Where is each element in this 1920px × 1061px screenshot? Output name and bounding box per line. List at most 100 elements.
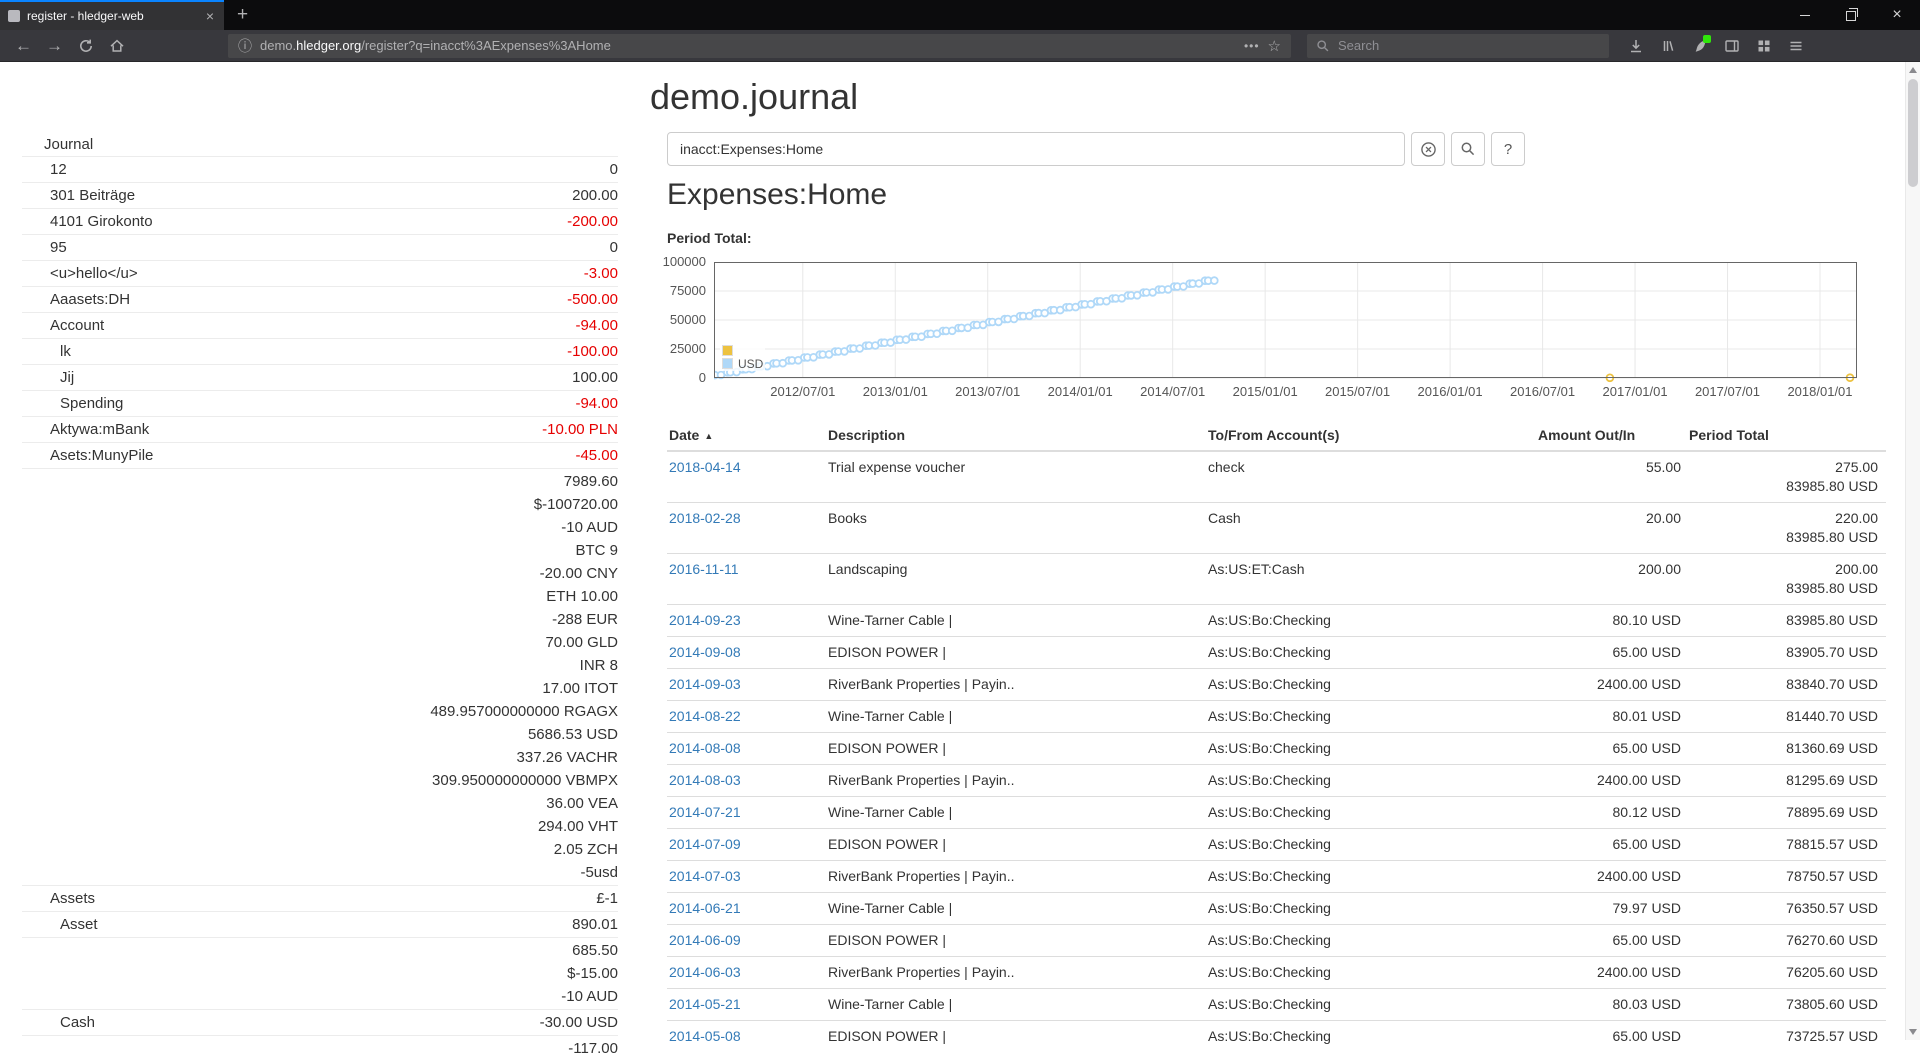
scrollbar-thumb[interactable] <box>1908 79 1918 187</box>
register-amount: 2400.00 USD <box>1538 764 1689 797</box>
register-period-total: 81440.70 USD <box>1689 700 1886 733</box>
page-info-icon[interactable]: ⓘ <box>238 37 252 54</box>
clear-query-button[interactable] <box>1411 132 1445 166</box>
downloads-button[interactable] <box>1621 33 1650 59</box>
register-date-link[interactable]: 2014-07-21 <box>669 804 741 820</box>
tab-close-icon[interactable]: × <box>205 8 214 24</box>
page-scrollbar[interactable] <box>1905 62 1920 1040</box>
back-button[interactable]: ← <box>15 35 32 55</box>
register-row: 2014-07-03 RiverBank Properties | Payin..… <box>667 860 1886 893</box>
column-header-description[interactable]: Description <box>828 420 1208 452</box>
sidebar-account-link[interactable]: Jij <box>60 369 75 386</box>
register-row: 2014-08-22 Wine-Tarner Cable | As:US:Bo:Ch… <box>667 700 1886 733</box>
home-button[interactable] <box>101 33 132 59</box>
legend-entry <box>722 344 763 357</box>
sidebar-account-link[interactable]: Assets <box>50 890 96 907</box>
register-amount: 2400.00 USD <box>1538 668 1689 701</box>
sidebar-account-link[interactable]: 12 <box>50 161 67 178</box>
window-minimize-button[interactable] <box>1782 0 1828 30</box>
column-header-date[interactable]: Date ▲ <box>667 420 828 452</box>
register-date-link[interactable]: 2014-08-08 <box>669 740 741 756</box>
sidebar-account-row: Spending -94.00 <box>22 390 618 416</box>
register-description: EDISON POWER | <box>828 1020 1208 1052</box>
sidebar-account-link[interactable]: Cash <box>60 1014 96 1031</box>
window-restore-button[interactable] <box>1828 0 1874 30</box>
search-button[interactable] <box>1451 132 1485 166</box>
account-balance: -500.00 <box>567 291 618 308</box>
register-date-link[interactable]: 2014-07-03 <box>669 868 741 884</box>
register-account: As:US:Bo:Checking <box>1208 956 1538 989</box>
register-date-link[interactable]: 2014-09-03 <box>669 676 741 692</box>
library-button[interactable] <box>1653 33 1682 59</box>
search-input[interactable] <box>667 132 1405 166</box>
column-header-period-total[interactable]: Period Total <box>1689 420 1886 452</box>
url-bar[interactable]: ⓘ demo.hledger.org/register?q=inacct%3AE… <box>228 33 1291 58</box>
register-date-link[interactable]: 2014-09-08 <box>669 644 741 660</box>
forward-button[interactable]: → <box>46 35 63 55</box>
sidebar-account-link[interactable]: Spending <box>60 395 124 412</box>
register-row: 2018-04-14 Trial expense voucher check 55.0… <box>667 450 1886 503</box>
new-tab-button[interactable]: + <box>237 4 249 25</box>
help-button[interactable]: ? <box>1491 132 1525 166</box>
sidebar-account-row: 7989.60 $-100720.00 -10 AUD BTC 9 -20.00 CNY… <box>22 468 618 885</box>
register-date-link[interactable]: 2014-08-03 <box>669 772 741 788</box>
sidebar-account-row: <u>hello</u> -3.00 <box>22 260 618 286</box>
account-balance: -30.00 USD <box>539 1014 618 1031</box>
svg-text:2017/01/01: 2017/01/01 <box>1603 384 1668 399</box>
browser-search-bar[interactable]: Search <box>1307 33 1609 58</box>
account-balance: 685.50 $-15.00 -10 AUD <box>561 942 618 1005</box>
sidebar-account-link[interactable]: 4101 Girokonto <box>50 213 153 230</box>
browser-tab[interactable]: register - hledger-web × <box>0 0 224 30</box>
sidebar-account-link[interactable]: Aaasets:DH <box>50 291 131 308</box>
register-date-link[interactable]: 2016-11-11 <box>669 561 739 577</box>
register-date-link[interactable]: 2018-04-14 <box>669 459 741 475</box>
menu-button[interactable] <box>1781 33 1810 59</box>
sidebar-account-link[interactable]: Asets:MunyPile <box>50 447 154 464</box>
sidebar-account-link[interactable]: Asset <box>60 916 98 933</box>
sidebar-icon <box>1724 39 1739 52</box>
sidebar-account-link[interactable]: 95 <box>50 239 67 256</box>
column-header-to-from-account-s-[interactable]: To/From Account(s) <box>1208 420 1538 452</box>
register-date-link[interactable]: 2014-09-23 <box>669 612 741 628</box>
scrollbar-down-icon[interactable] <box>1909 1029 1917 1035</box>
register-date-link[interactable]: 2014-05-21 <box>669 996 741 1012</box>
register-date-link[interactable]: 2014-06-03 <box>669 964 741 980</box>
window-close-button[interactable]: × <box>1892 6 1902 23</box>
register-date-link[interactable]: 2014-07-09 <box>669 836 741 852</box>
register-period-total: 78750.57 USD <box>1689 860 1886 893</box>
sidebar-account-link[interactable]: lk <box>60 343 71 360</box>
register-date-link[interactable]: 2014-05-08 <box>669 1028 741 1044</box>
sidebar-account-row: Account -94.00 <box>22 312 618 338</box>
sidebar-journal-link[interactable]: Journal <box>44 136 94 153</box>
register-description: Wine-Tarner Cable | <box>828 988 1208 1021</box>
register-date-link[interactable]: 2014-06-09 <box>669 932 741 948</box>
sidebar-account-link[interactable]: Account <box>50 317 105 334</box>
register-description: Wine-Tarner Cable | <box>828 796 1208 829</box>
sidebar-account-link[interactable]: <u>hello</u> <box>50 265 138 282</box>
legend-entry: USD <box>722 357 763 371</box>
reload-button[interactable] <box>70 33 101 59</box>
url-text: demo.hledger.org/register?q=inacct%3AExp… <box>260 38 611 53</box>
column-header-amount-out-in[interactable]: Amount Out/In <box>1538 420 1689 452</box>
register-date-link[interactable]: 2014-08-22 <box>669 708 741 724</box>
download-icon <box>1630 39 1641 52</box>
extension-button[interactable] <box>1685 33 1714 59</box>
account-heading: Expenses:Home <box>667 178 888 211</box>
scrollbar-up-icon[interactable] <box>1909 67 1917 73</box>
register-period-total: 83905.70 USD <box>1689 636 1886 669</box>
page-actions-icon[interactable]: ••• <box>1243 38 1260 53</box>
sidebar-account-link[interactable]: 301 Beiträge <box>50 187 136 204</box>
register-row: 2014-06-03 RiverBank Properties | Payin..… <box>667 956 1886 989</box>
sidebar-account-row: Aaasets:DH -500.00 <box>22 286 618 312</box>
sidebar-toggle-button[interactable] <box>1717 33 1746 59</box>
sidebar-account-link[interactable]: Aktywa:mBank <box>50 421 150 438</box>
register-account: As:US:Bo:Checking <box>1208 988 1538 1021</box>
register-date-link[interactable]: 2018-02-28 <box>669 510 741 526</box>
register-row: 2016-11-11 Landscaping As:US:ET:Cash 200.00… <box>667 553 1886 605</box>
register-date-link[interactable]: 2014-06-21 <box>669 900 741 916</box>
bookmark-star-icon[interactable]: ☆ <box>1267 37 1281 55</box>
period-total-label: Period Total: <box>667 230 752 246</box>
account-balance: -10.00 PLN <box>542 421 618 438</box>
search-icon <box>1317 39 1329 51</box>
apps-grid-button[interactable] <box>1749 33 1778 59</box>
